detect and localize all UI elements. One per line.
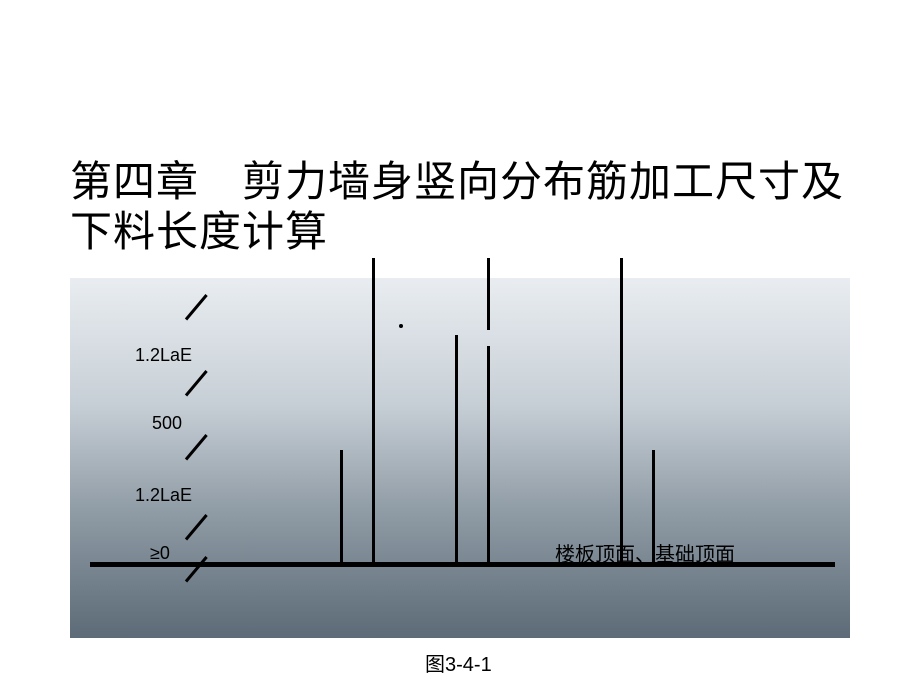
dim-label-mid: 500 <box>152 413 182 434</box>
floor-label: 楼板顶面、基础顶面 <box>555 538 735 567</box>
rebar-2 <box>372 258 375 562</box>
rebar-3 <box>455 335 458 562</box>
slide: 第四章 剪力墙身竖向分布筋加工尺寸及下料长度计算 1.2LaE 500 1.2L… <box>0 0 920 690</box>
rebar-1 <box>340 450 343 562</box>
rebar-4b <box>487 346 490 562</box>
rebar-5 <box>620 258 623 562</box>
gap-dot <box>399 324 403 328</box>
chapter-title: 第四章 剪力墙身竖向分布筋加工尺寸及下料长度计算 <box>70 158 870 259</box>
dim-label-bot2: 1.2LaE <box>135 485 192 506</box>
figure-caption: 图3-4-1 <box>425 648 492 677</box>
dim-label-bot: ≥0 <box>150 543 170 564</box>
rebar-4a <box>487 258 490 330</box>
dim-label-top: 1.2LaE <box>135 345 192 366</box>
